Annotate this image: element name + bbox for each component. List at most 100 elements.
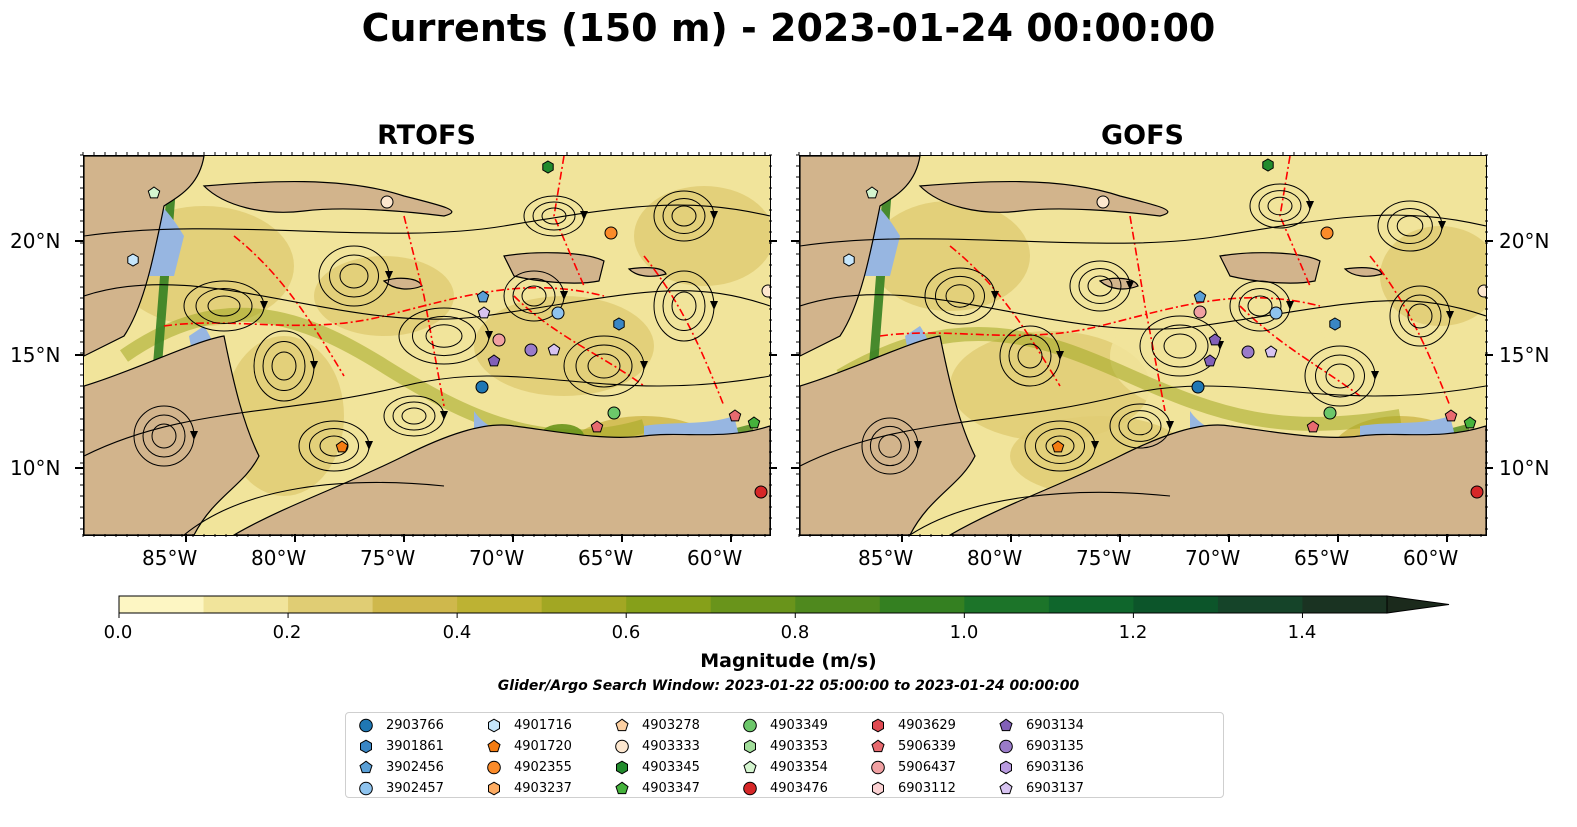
legend-item-4903354: 4903354 — [742, 758, 828, 776]
float-marker-3902457 — [1269, 306, 1283, 320]
legend-item-4901716: 4901716 — [486, 716, 572, 734]
float-marker-5906339 — [590, 420, 604, 433]
float-marker-4903347 — [1463, 416, 1477, 429]
legend-label: 3902457 — [386, 780, 444, 796]
legend-label: 4903349 — [770, 717, 828, 733]
float-marker-6903134 — [1208, 333, 1222, 346]
legend-label: 4902355 — [514, 759, 572, 775]
lat-label-10n-right: 10°N — [1499, 456, 1550, 480]
legend-label: 6903137 — [1026, 780, 1084, 796]
float-marker-4903333 — [761, 284, 770, 298]
hexagon-marker-icon — [872, 781, 884, 796]
legend-label: 4903629 — [898, 717, 956, 733]
colorbar-segment — [1133, 596, 1219, 613]
legend-marker-6903135 — [999, 739, 1013, 754]
hexagon-marker-icon — [360, 739, 372, 754]
lon-label-85w-rtofs: 85°W — [142, 546, 198, 570]
legend-label: 3901861 — [386, 738, 444, 754]
legend-label: 4903347 — [642, 780, 700, 796]
legend-item-4901720: 4901720 — [486, 737, 572, 755]
legend-marker-4901720 — [487, 739, 501, 753]
lon-label-70w-rtofs: 70°W — [469, 546, 525, 570]
float-marker-2903766 — [1191, 380, 1205, 394]
colorbar-tick-0.2: 0.2 — [272, 622, 302, 643]
legend-item-4903237: 4903237 — [486, 779, 572, 797]
colorbar-segment — [710, 596, 796, 613]
legend-label: 5906437 — [898, 759, 956, 775]
pentagon-marker-icon — [871, 739, 885, 753]
legend-marker-2903766 — [359, 718, 373, 733]
legend-marker-4903278 — [615, 718, 629, 732]
float-marker-6903137 — [547, 343, 561, 356]
colorbar-label: Magnitude (m/s) — [700, 650, 877, 672]
legend-label: 4903476 — [770, 780, 828, 796]
legend-item-5906437: 5906437 — [870, 758, 956, 776]
float-marker-4901720 — [1051, 440, 1065, 453]
platform-legend: 2903766 3901861 3902456 3902457 4901716 49017… — [345, 712, 1224, 798]
float-marker-3902457 — [551, 306, 565, 320]
legend-marker-4901716 — [488, 718, 500, 733]
legend-label: 4903237 — [514, 780, 572, 796]
pentagon-marker-icon — [743, 760, 757, 774]
legend-marker-4903353 — [744, 739, 756, 754]
circle-marker-icon — [359, 781, 373, 796]
float-marker-4901716 — [843, 253, 855, 267]
float-marker-4902355 — [604, 226, 618, 240]
lon-label-75w-rtofs: 75°W — [360, 546, 416, 570]
colorbar-tick-0.0: 0.0 — [103, 622, 133, 643]
float-marker-4901716 — [127, 253, 139, 267]
legend-item-2903766: 2903766 — [358, 716, 444, 734]
legend-item-4903278: 4903278 — [614, 716, 700, 734]
float-marker-5906339 — [728, 409, 742, 422]
legend-marker-5906339 — [871, 739, 885, 753]
colorbar-tick-0.6: 0.6 — [611, 622, 641, 643]
legend-marker-3902456 — [359, 760, 373, 774]
legend-item-3901861: 3901861 — [358, 737, 444, 755]
figure-title: Currents (150 m) - 2023-01-24 00:00:00 — [361, 6, 1216, 50]
colorbar-segment — [457, 596, 543, 613]
legend-marker-6903137 — [999, 781, 1013, 795]
legend-item-4903629: 4903629 — [870, 716, 956, 734]
lat-label-10n-left: 10°N — [10, 456, 61, 480]
legend-item-4903476: 4903476 — [742, 779, 828, 797]
legend-label: 6903135 — [1026, 738, 1084, 754]
legend-marker-4903345 — [616, 760, 628, 775]
colorbar-segment — [1217, 596, 1303, 613]
legend-marker-4903333 — [615, 739, 629, 754]
legend-label: 6903136 — [1026, 759, 1084, 775]
lat-label-20n-left: 20°N — [10, 229, 61, 253]
legend-label: 4903353 — [770, 738, 828, 754]
circle-marker-icon — [487, 760, 501, 775]
float-marker-6903137 — [477, 306, 491, 319]
float-marker-4903354 — [865, 186, 879, 199]
colorbar-tick-1.2: 1.2 — [1118, 622, 1148, 643]
colorbar-extend-arrow — [1386, 595, 1450, 614]
legend-marker-4903629 — [872, 718, 884, 733]
legend-marker-6903112 — [872, 781, 884, 796]
pentagon-marker-icon — [615, 781, 629, 795]
hexagon-marker-icon — [744, 739, 756, 754]
pentagon-marker-icon — [999, 781, 1013, 795]
float-marker-5906339 — [1306, 420, 1320, 433]
float-marker-4903347 — [747, 416, 761, 429]
float-marker-4903345 — [542, 160, 554, 174]
hexagon-marker-icon — [1000, 760, 1012, 775]
colorbar-segment — [372, 596, 458, 613]
colorbar-tick-0.4: 0.4 — [442, 622, 472, 643]
legend-label: 5906339 — [898, 738, 956, 754]
float-marker-4903333 — [1477, 284, 1486, 298]
legend-item-4903345: 4903345 — [614, 758, 700, 776]
legend-marker-4903476 — [743, 781, 757, 796]
legend-item-5906339: 5906339 — [870, 737, 956, 755]
hexagon-marker-icon — [488, 718, 500, 733]
float-marker-4901720 — [335, 440, 349, 453]
legend-item-4903353: 4903353 — [742, 737, 828, 755]
legend-label: 6903112 — [898, 780, 956, 796]
circle-marker-icon — [999, 739, 1013, 754]
hexagon-marker-icon — [616, 760, 628, 775]
float-marker-6903135 — [524, 343, 538, 357]
legend-item-6903134: 6903134 — [998, 716, 1084, 734]
float-marker-3902456 — [1193, 290, 1207, 303]
legend-label: 4903354 — [770, 759, 828, 775]
hexagon-marker-icon — [488, 781, 500, 796]
